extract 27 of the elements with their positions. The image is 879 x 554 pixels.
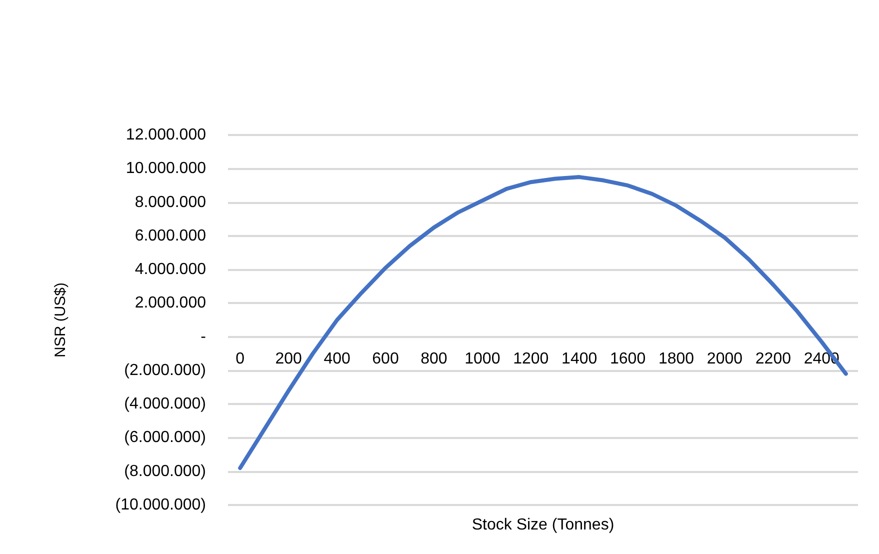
y-tick-label: (10.000.000)	[115, 496, 206, 514]
x-tick-label: 1800	[658, 350, 694, 368]
x-axis-title: Stock Size (Tonnes)	[472, 516, 614, 534]
y-tick-label: 12.000.000	[126, 126, 206, 144]
x-tick-label: 1200	[513, 350, 549, 368]
x-tick-label: 2000	[706, 350, 743, 368]
y-tick-label: (4.000.000)	[124, 396, 206, 413]
y-tick-label: (8.000.000)	[124, 462, 206, 480]
y-tick-label: 4.000.000	[134, 261, 206, 278]
y-tick-label: 10.000.000	[126, 160, 206, 178]
line-series	[238, 175, 848, 470]
y-axis-title: NSR (US$)	[52, 282, 69, 358]
y-tick-label: -	[200, 328, 206, 346]
y-tick-label: (2.000.000)	[124, 362, 206, 379]
x-tick-label: 200	[275, 350, 302, 368]
x-tick-label: 0	[236, 350, 245, 368]
x-tick-label: 400	[324, 350, 350, 368]
x-tick-label: 600	[372, 350, 399, 368]
x-tick-label: 800	[420, 350, 448, 368]
x-tick-label: 1400	[562, 350, 598, 368]
x-tick-label: 1600	[610, 350, 646, 368]
x-tick-label: 1000	[464, 350, 500, 368]
y-tick-label: 2.000.000	[134, 294, 206, 312]
y-tick-label: 6.000.000	[134, 227, 206, 244]
x-tick-label: 2200	[755, 350, 792, 368]
y-tick-label: (6.000.000)	[124, 429, 206, 446]
y-tick-label: 8.000.000	[134, 194, 206, 211]
